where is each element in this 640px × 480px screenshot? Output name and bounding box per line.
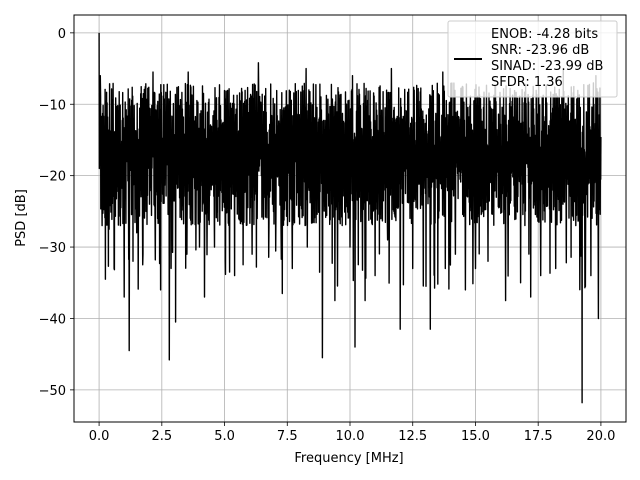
y-tick-label: −40 [39,312,66,327]
x-axis-label: Frequency [MHz] [294,451,403,466]
x-tick-label: 17.5 [524,429,553,444]
legend-line: SNR: -23.96 dB [491,43,589,58]
y-axis-label: PSD [dB] [14,189,29,247]
plot-area [98,32,602,404]
x-tick-label: 2.5 [151,429,172,444]
y-tick-label: −30 [39,241,66,256]
legend-box [447,20,618,98]
y-tick-label: −10 [39,98,66,113]
axis-ticks: 0.0 2.5 5.0 7.5 10.0 12.5 15.0 17.5 20.0 0 −10 −20 −… [39,27,616,444]
x-tick-label: 12.5 [398,429,427,444]
psd-series-line [98,32,602,404]
legend-line: ENOB: -4.28 bits [491,27,598,42]
x-tick-label: 20.0 [586,429,615,444]
legend-line: SINAD: -23.99 dB [491,59,603,74]
x-tick-label: 10.0 [336,429,365,444]
x-tick-label: 5.0 [214,429,235,444]
legend-label: ENOB: -4.28 bits SNR: -23.96 dB SINAD: -23… [491,27,603,90]
legend: ENOB: -4.28 bits SNR: -23.96 dB SINAD: -23… [447,20,618,98]
x-tick-label: 15.0 [461,429,490,444]
legend-line: SFDR: 1.36 [491,75,563,90]
y-tick-label: −50 [39,384,66,399]
y-tick-label: 0 [58,27,66,42]
x-tick-label: 0.0 [89,429,110,444]
x-tick-label: 7.5 [277,429,298,444]
y-tick-label: −20 [39,170,66,185]
